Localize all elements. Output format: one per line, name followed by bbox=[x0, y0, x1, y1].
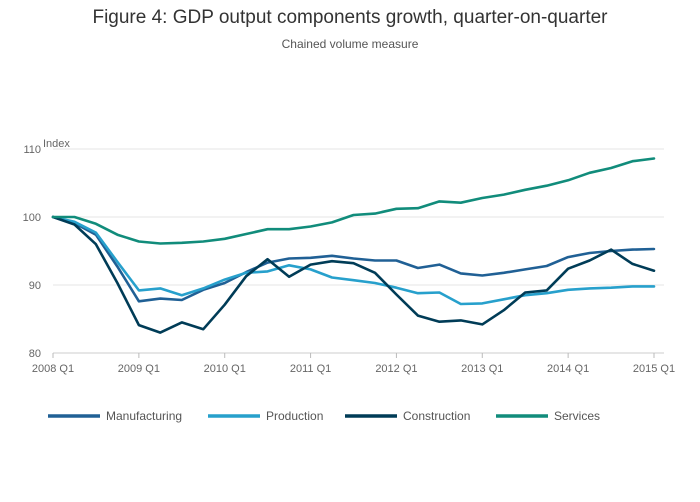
legend-item-production[interactable]: Production bbox=[208, 409, 323, 423]
x-tick-label: 2010 Q1 bbox=[204, 363, 246, 375]
gridlines bbox=[53, 148, 664, 354]
series-line-services bbox=[51, 157, 656, 245]
chart-title: Figure 4: GDP output components growth, … bbox=[92, 7, 608, 28]
x-tick-label: 2008 Q1 bbox=[32, 363, 74, 375]
series-lines bbox=[51, 157, 656, 334]
series-line-manufacturing bbox=[51, 215, 656, 303]
x-tick-label: 2011 Q1 bbox=[290, 363, 331, 375]
legend-label: Services bbox=[554, 409, 600, 423]
y-axis-label: Index bbox=[43, 138, 70, 150]
chart-subtitle: Chained volume measure bbox=[281, 37, 419, 51]
legend[interactable]: Manufacturing Production Construction Servi… bbox=[48, 409, 600, 423]
x-tick-label: 2015 Q1 bbox=[633, 363, 675, 375]
legend-label: Production bbox=[266, 409, 323, 423]
x-tick-label: 2009 Q1 bbox=[118, 363, 160, 375]
legend-label: Construction bbox=[403, 409, 470, 423]
legend-item-services[interactable]: Services bbox=[496, 409, 600, 423]
series-line-production bbox=[51, 215, 656, 306]
legend-item-construction[interactable]: Construction bbox=[345, 409, 470, 423]
series-line-construction bbox=[51, 215, 656, 334]
x-axis: 2008 Q1 2009 Q1 2010 Q1 2011 Q1 2012 Q1 2013 … bbox=[32, 353, 675, 375]
x-tick-label: 2012 Q1 bbox=[375, 363, 417, 375]
y-tick-label: 100 bbox=[23, 212, 41, 224]
x-tick-label: 2013 Q1 bbox=[461, 363, 503, 375]
x-tick-label: 2014 Q1 bbox=[547, 363, 589, 375]
y-tick-label: 110 bbox=[23, 144, 41, 156]
legend-item-manufacturing[interactable]: Manufacturing bbox=[48, 409, 182, 423]
y-tick-label: 90 bbox=[29, 280, 41, 292]
y-axis-ticks: 80 90 100 110 bbox=[23, 144, 41, 360]
y-tick-label: 80 bbox=[29, 348, 41, 360]
legend-label: Manufacturing bbox=[106, 409, 182, 423]
